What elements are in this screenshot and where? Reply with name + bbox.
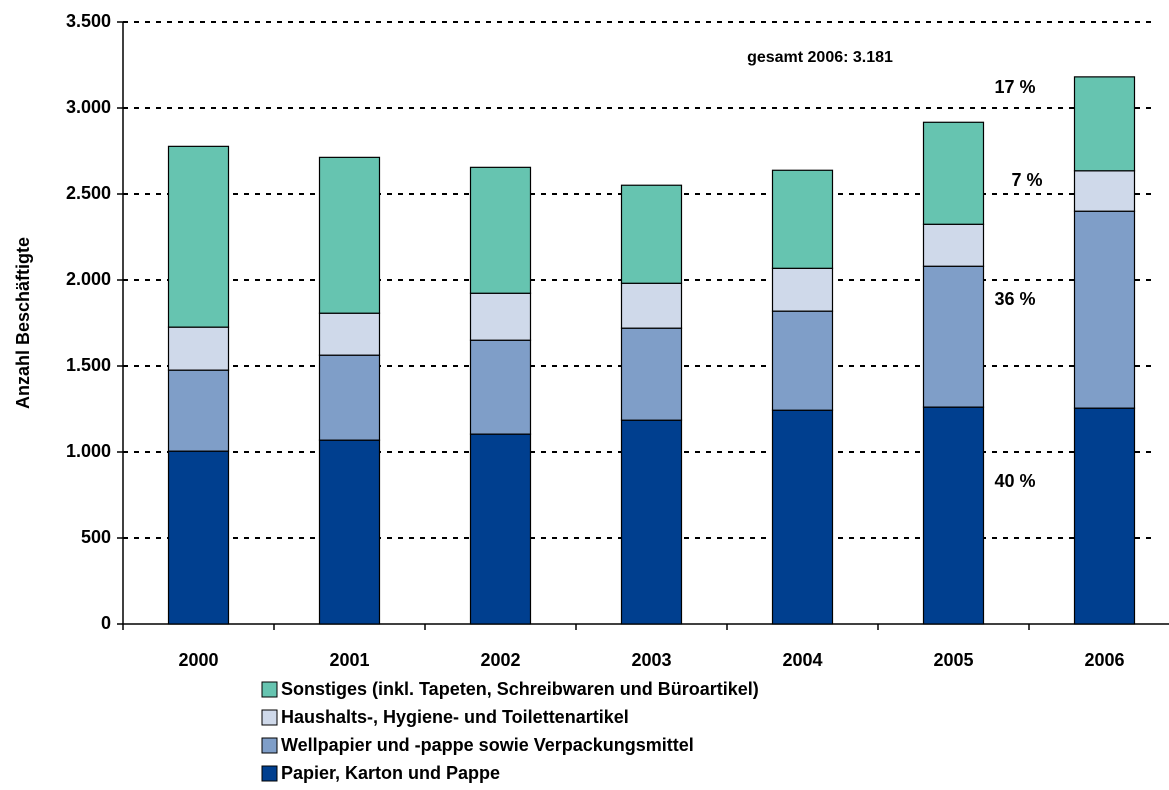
bar-segment [1073,76,1136,172]
bar-segment [1073,170,1136,212]
y-tick-label: 2.000 [66,269,111,289]
annotation: 40 % [994,471,1035,491]
bar-segment [620,419,683,625]
bar-segment [620,282,683,329]
bar-segment [167,326,230,371]
bar-segment [771,169,834,269]
bar-segment [922,406,985,625]
y-tick-label: 1.000 [66,441,111,461]
bar-segment [469,339,532,435]
legend-label: Sonstiges (inkl. Tapeten, Schreibwaren u… [281,679,759,699]
y-tick-label: 3.500 [66,11,111,31]
annotation: 17 % [994,77,1035,97]
bar-segment [620,327,683,421]
bar-segment [469,433,532,625]
legend-swatch [261,765,278,782]
legend-swatch [261,681,278,698]
bar-segment [167,450,230,625]
bar-segment [167,145,230,328]
x-tick-label: 2003 [631,650,671,670]
annotation: 36 % [994,289,1035,309]
y-tick-label: 1.500 [66,355,111,375]
y-tick-label: 3.000 [66,97,111,117]
y-axis-label: Anzahl Beschäftigte [13,237,33,409]
legend-label: Haushalts-, Hygiene- und Toilettenartike… [281,707,629,727]
bar-segment [771,267,834,312]
bar-segment [167,369,230,452]
annotation: 7 % [1011,170,1042,190]
bar-segment [922,121,985,225]
legend-label: Papier, Karton und Pappe [281,763,500,783]
y-tick-label: 0 [101,613,111,633]
x-tick-label: 2004 [782,650,822,670]
y-tick-label: 500 [81,527,111,547]
bar-segment [469,292,532,341]
annotation: gesamt 2006: 3.181 [747,49,893,66]
x-tick-label: 2005 [933,650,973,670]
bar-segment [771,409,834,625]
bar-segment [1073,210,1136,409]
x-tick-label: 2006 [1084,650,1124,670]
bar-segment [318,354,381,441]
y-tick-label: 2.500 [66,183,111,203]
bar-segment [318,156,381,314]
bar-segment [922,223,985,267]
bar-segment [771,310,834,411]
bar-segment [469,166,532,294]
x-tick-label: 2001 [329,650,369,670]
bar-segment [1073,407,1136,625]
x-tick-label: 2002 [480,650,520,670]
legend-swatch [261,737,278,754]
legend-label: Wellpapier und -pappe sowie Verpackungsm… [281,735,694,755]
x-tick-label: 2000 [178,650,218,670]
bar-segment [318,312,381,356]
bar-segment [318,439,381,625]
bar-segment [922,265,985,408]
legend-swatch [261,709,278,726]
bar-segment [620,184,683,284]
